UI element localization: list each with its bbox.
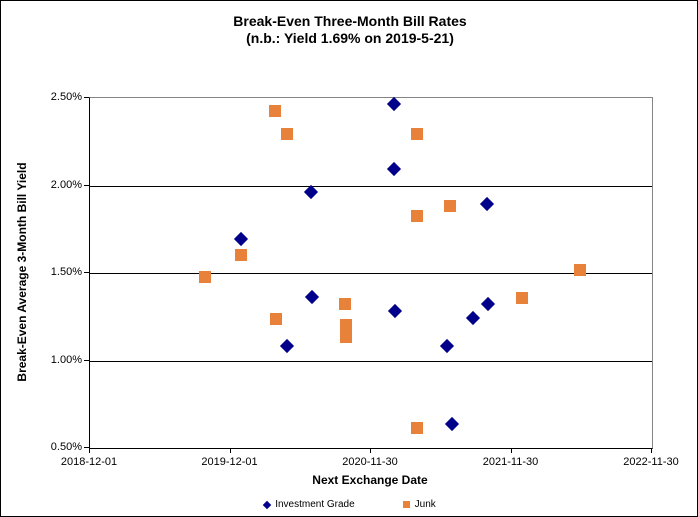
legend-label: Junk [414,499,436,510]
gridline-y [90,360,652,362]
y-tick-mark [84,359,89,361]
diamond-marker-icon [262,500,272,509]
legend-label: Investment Grade [275,499,355,510]
data-point-junk [269,105,282,117]
gridline-y [90,273,652,274]
x-tick-mark [370,448,371,453]
x-tick-label: 2019-12-01 [201,456,258,468]
y-tick-label: 1.00% [50,353,82,366]
x-tick-mark [651,448,652,453]
y-axis-title: Break-Even Average 3-Month Bill Yield [15,162,29,382]
y-tick-label: 0.50% [50,441,82,453]
chart-subtitle: (n.b.: Yield 1.69% on 2019-5-21) [246,30,454,46]
y-tick-mark [84,184,89,186]
data-point-junk [338,297,351,310]
chart-title-block: Break-Even Three-Month Bill Rates (n.b.:… [1,13,697,47]
y-tick-mark [84,272,89,273]
data-point-junk [410,127,423,140]
x-tick-mark [89,448,90,453]
x-tick-label: 2022-11-30 [623,456,679,468]
y-tick-label: 2.50% [50,91,82,103]
legend: Investment Grade Junk [1,499,697,510]
square-marker-icon [402,501,410,508]
data-point-junk [444,199,457,212]
data-point-junk [573,264,586,277]
data-point-junk [516,292,529,305]
y-tick-mark [84,97,89,98]
data-point-junk [340,330,353,343]
data-point-junk [235,248,248,261]
gridline-y [90,185,652,187]
x-tick-label: 2021-11-30 [482,456,539,468]
legend-item-junk: Junk [402,499,436,510]
x-axis-title: Next Exchange Date [312,473,428,487]
x-tick-mark [229,448,231,453]
legend-item-investment-grade: Investment Grade [262,499,355,510]
y-tick-label: 2.00% [50,178,82,191]
data-point-junk [340,318,353,331]
y-tick-mark [84,447,89,448]
x-tick-mark [510,448,512,453]
data-point-junk [410,421,423,434]
x-tick-label: 2018-12-01 [60,456,118,468]
data-point-junk [270,313,283,326]
data-point-junk [410,210,423,222]
plot-area [89,97,653,449]
data-point-junk [280,127,293,140]
chart-title: Break-Even Three-Month Bill Rates [233,13,467,29]
y-tick-label: 1.50% [50,266,82,278]
x-tick-label: 2020-11-30 [342,456,398,468]
data-point-junk [199,271,212,284]
